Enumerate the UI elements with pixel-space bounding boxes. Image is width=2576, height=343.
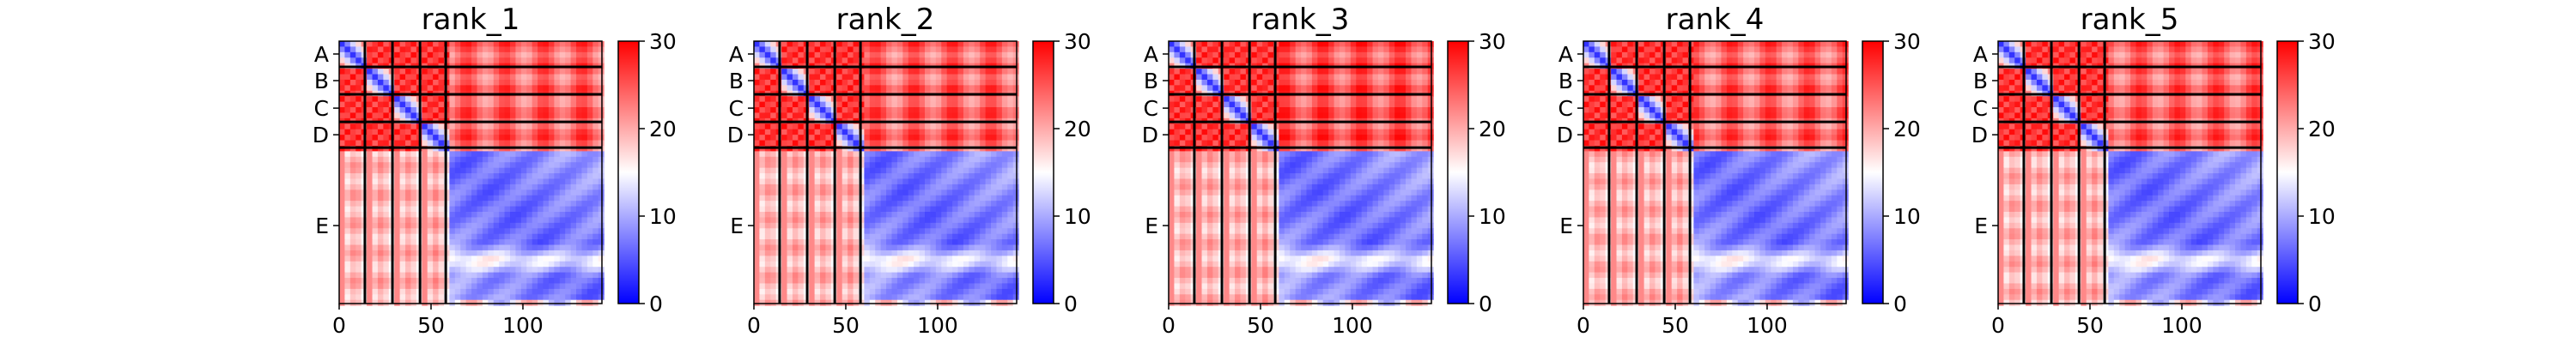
colorbar [1862, 40, 1884, 304]
chain-label: E [1559, 214, 1573, 238]
chain-label: B [314, 69, 329, 93]
chain-label: D [727, 123, 744, 147]
heatmap-frame [753, 40, 1018, 304]
x-tick-label: 50 [2076, 313, 2104, 338]
chain-label: E [1145, 214, 1158, 238]
x-tick-label: 50 [1662, 313, 1689, 338]
chain-label: D [1971, 123, 1988, 147]
colorbar-tick-label: 0 [1893, 292, 1907, 316]
panel-title: rank_5 [2081, 3, 2179, 37]
chain-label: A [1973, 42, 1988, 67]
chain-label: C [1973, 96, 1988, 121]
x-tick-label: 100 [917, 313, 958, 338]
colorbar [2276, 40, 2299, 304]
x-tick-label: 0 [332, 313, 346, 338]
chain-label: B [1973, 69, 1988, 93]
chain-label: E [315, 214, 329, 238]
x-tick-label: 0 [1577, 313, 1590, 338]
chain-label: A [1144, 42, 1158, 67]
chain-label: C [1144, 96, 1158, 121]
heatmap-frame [1583, 40, 1847, 304]
heatmap-cells [754, 41, 1019, 306]
heatmap-cells [1998, 41, 2263, 306]
x-tick-label: 100 [1747, 313, 1788, 338]
chain-label: C [314, 96, 329, 121]
colorbar-tick-label: 20 [649, 117, 677, 141]
x-tick-label: 50 [1247, 313, 1274, 338]
chain-label: A [314, 42, 329, 67]
panel-title: rank_3 [1251, 3, 1350, 37]
chain-label: D [313, 123, 329, 147]
colorbar-tick-label: 20 [1064, 117, 1091, 141]
colorbar-tick-label: 10 [2308, 204, 2336, 229]
chain-label: D [1142, 123, 1158, 147]
chain-label: D [1557, 123, 1573, 147]
colorbar-tick-label: 30 [649, 29, 677, 54]
chain-label: B [1144, 69, 1158, 93]
colorbar-tick-label: 30 [1893, 29, 1921, 54]
colorbar-tick-label: 30 [1479, 29, 1506, 54]
colorbar-tick-label: 30 [2308, 29, 2336, 54]
chain-label: B [1558, 69, 1573, 93]
colorbar-tick-label: 10 [1893, 204, 1921, 229]
chain-label: A [1558, 42, 1573, 67]
colorbar-tick-label: 20 [2308, 117, 2336, 141]
chain-label: A [729, 42, 744, 67]
heatmap-frame [338, 40, 603, 304]
x-tick-label: 50 [832, 313, 860, 338]
colorbar-tick-label: 0 [1479, 292, 1492, 316]
colorbar [617, 40, 640, 304]
x-tick-label: 0 [747, 313, 761, 338]
x-tick-label: 0 [1991, 313, 2005, 338]
heatmap-frame [1997, 40, 2262, 304]
x-tick-label: 0 [1162, 313, 1176, 338]
panel-title: rank_2 [836, 3, 935, 37]
colorbar-tick-label: 10 [1479, 204, 1506, 229]
colorbar [1032, 40, 1054, 304]
x-tick-label: 100 [1332, 313, 1373, 338]
colorbar [1447, 40, 1469, 304]
colorbar-tick-label: 10 [1064, 204, 1091, 229]
colorbar-tick-label: 0 [2308, 292, 2322, 316]
x-tick-label: 100 [502, 313, 544, 338]
heatmap-frame [1168, 40, 1432, 304]
colorbar-tick-label: 0 [1064, 292, 1078, 316]
x-tick-label: 100 [2161, 313, 2202, 338]
colorbar-tick-label: 10 [649, 204, 677, 229]
heatmap-cells [1583, 41, 1849, 306]
panel-title: rank_4 [1666, 3, 1765, 37]
chain-label: E [1974, 214, 1988, 238]
x-tick-label: 50 [417, 313, 445, 338]
heatmap-cells [1169, 41, 1434, 306]
chain-label: B [729, 69, 744, 93]
colorbar-tick-label: 20 [1479, 117, 1506, 141]
heatmap-cells [339, 41, 605, 306]
chain-label: C [729, 96, 744, 121]
chain-label: E [730, 214, 744, 238]
colorbar-tick-label: 20 [1893, 117, 1921, 141]
chain-label: C [1558, 96, 1573, 121]
colorbar-tick-label: 30 [1064, 29, 1091, 54]
colorbar-tick-label: 0 [649, 292, 663, 316]
panel-title: rank_1 [422, 3, 520, 37]
